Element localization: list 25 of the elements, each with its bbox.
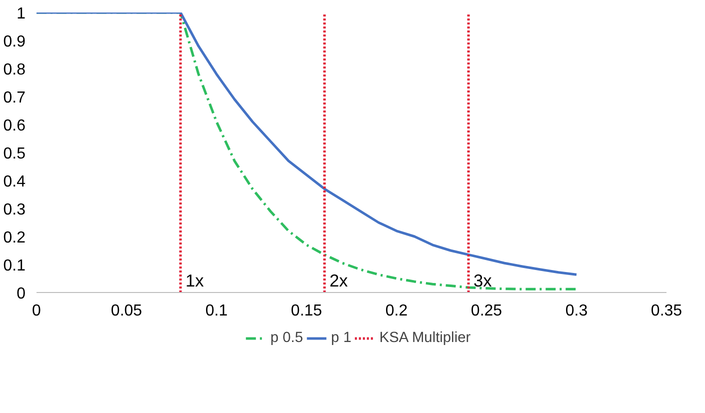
x-tick-label: 0.1 <box>205 302 228 320</box>
y-tick-label: 0.6 <box>3 118 26 134</box>
annotation: 3x <box>474 270 492 290</box>
y-tick-label: 0.4 <box>3 174 26 190</box>
y-tick-label: 0.5 <box>3 146 26 162</box>
x-tick-label: 0.35 <box>650 302 682 320</box>
y-tick-label: 0.9 <box>3 34 26 50</box>
x-tick-label: 0.25 <box>470 302 502 320</box>
y-tick-label: 1 <box>16 6 26 22</box>
y-tick-label: 0.8 <box>3 62 26 78</box>
legend-label: KSA Multiplier <box>379 330 471 346</box>
x-tick-label: 0.2 <box>385 302 408 320</box>
x-tick-label: 0.15 <box>290 302 322 320</box>
legend-label: p 1 <box>331 330 352 346</box>
x-tick-label: 0 <box>32 302 42 320</box>
y-tick-label: 0.3 <box>3 202 26 218</box>
y-tick-label: 0 <box>16 286 26 302</box>
legend-label: p 0.5 <box>270 330 303 346</box>
y-tick-label: 0.2 <box>3 230 26 246</box>
y-tick-label: 0.1 <box>3 258 26 274</box>
y-tick-label: 0.7 <box>3 90 26 106</box>
annotation: 1x <box>186 270 204 290</box>
x-tick-label: 0.05 <box>110 302 142 320</box>
x-tick-label: 0.3 <box>565 302 588 320</box>
annotation: 2x <box>330 270 348 290</box>
